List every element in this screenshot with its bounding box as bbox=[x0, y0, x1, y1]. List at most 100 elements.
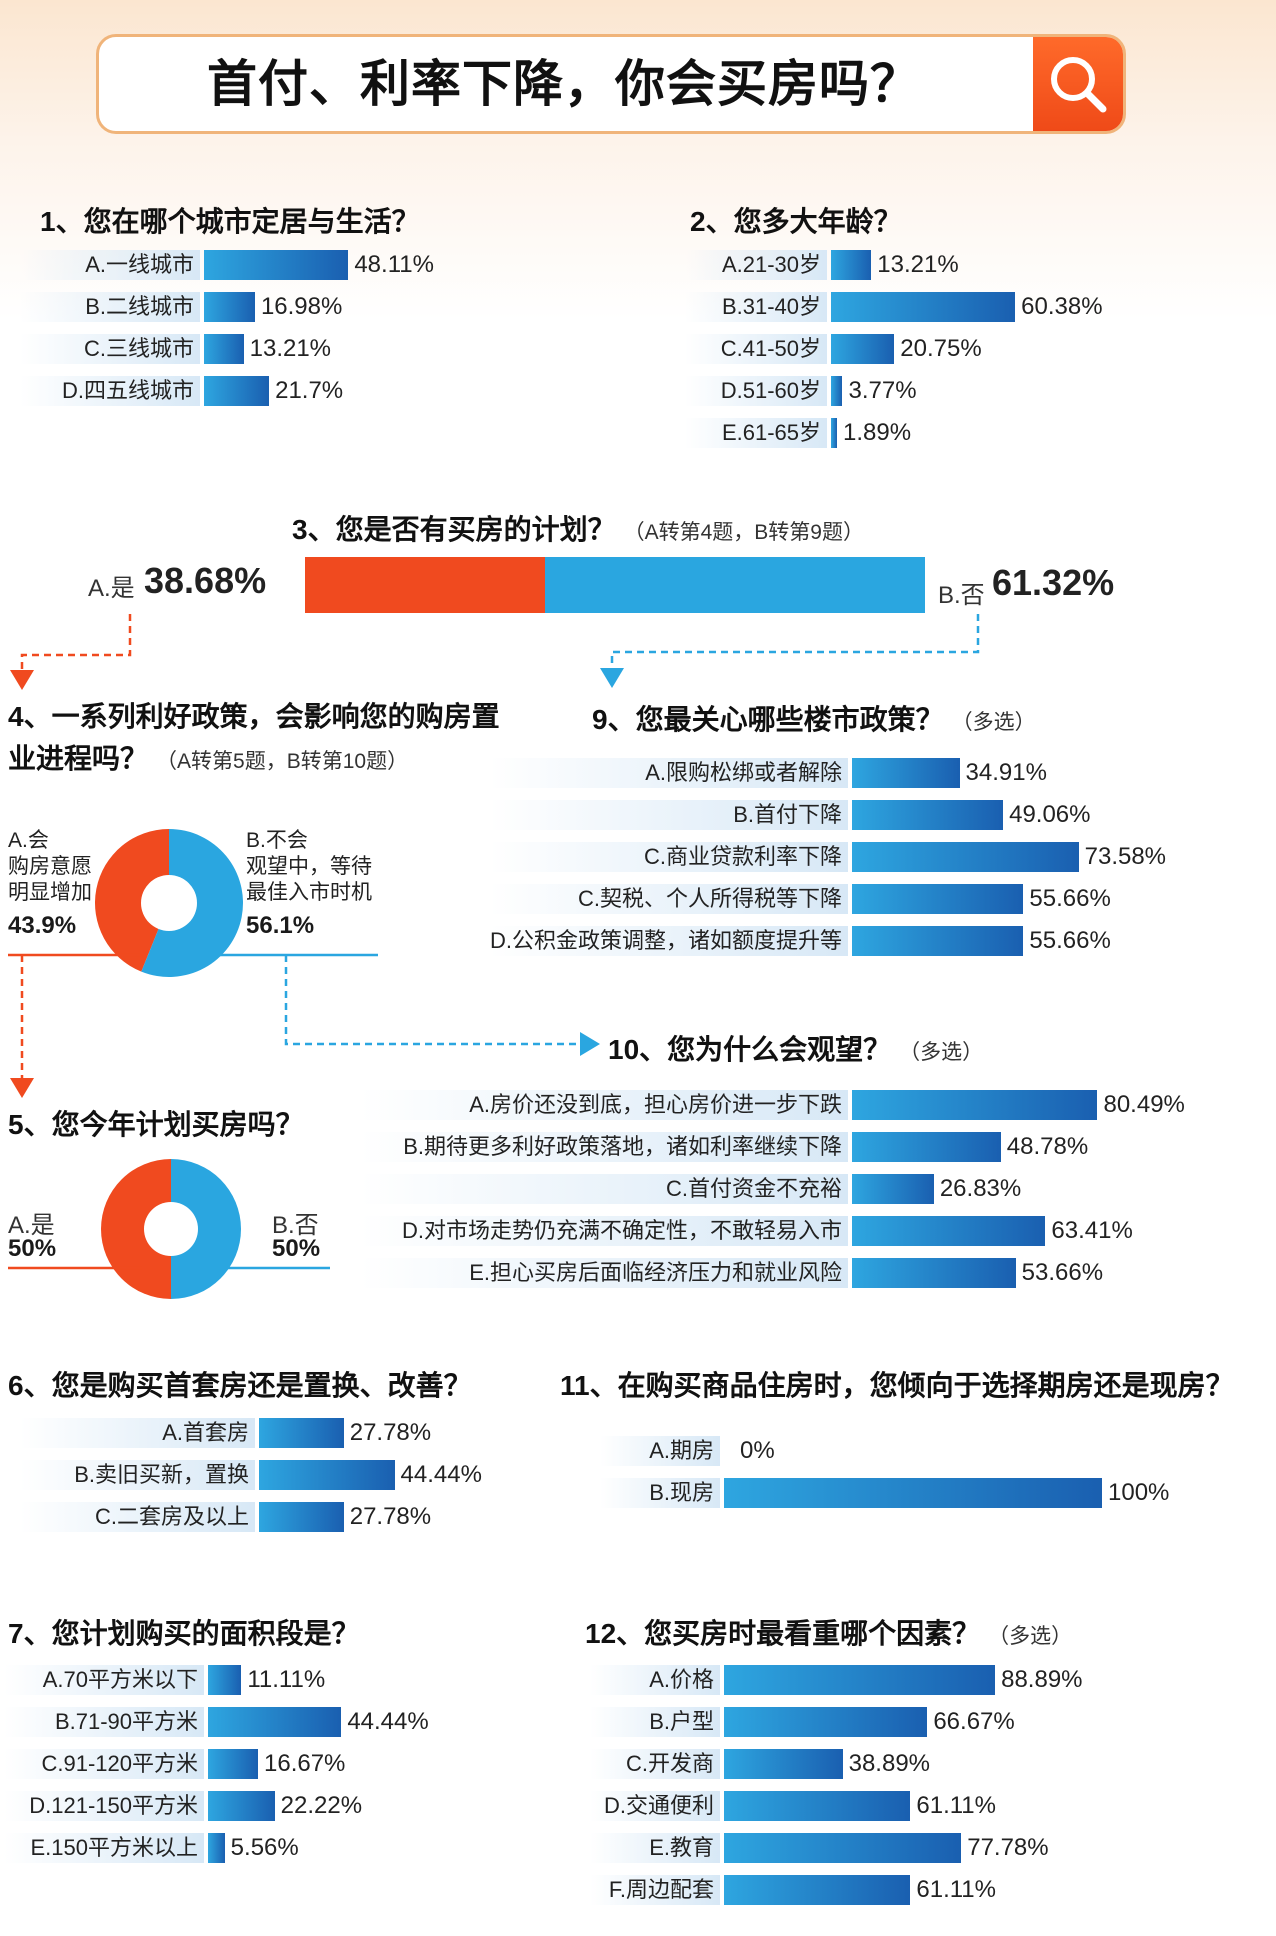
search-button[interactable] bbox=[1033, 37, 1123, 131]
q3-segment-a bbox=[305, 557, 545, 613]
q6-category-label: B.卖旧买新，置换 bbox=[20, 1460, 255, 1490]
q7-value-label: 44.44% bbox=[347, 1708, 429, 1735]
q4-b-text: B.不会 观望中，等待 最佳入市时机 bbox=[246, 829, 372, 904]
q3-title: 3、您是否有买房的计划？ （A转第4题，B转第9题） bbox=[292, 508, 864, 548]
q12-category-label: A.价格 bbox=[590, 1665, 720, 1695]
q11-category-label: B.现房 bbox=[600, 1478, 720, 1508]
q9-category-label: D.公积金政策调整，诸如额度提升等 bbox=[490, 926, 848, 956]
q3-b-label: B.否 bbox=[938, 582, 985, 609]
q12-bar bbox=[724, 1833, 962, 1863]
q9-value-label: 34.91% bbox=[965, 759, 1047, 786]
q4-b-value: 56.1% bbox=[246, 912, 315, 939]
q10-category-label: B.期待更多利好政策落地，诸如利率继续下降 bbox=[360, 1132, 848, 1162]
q2-category-label: C.41-50岁 bbox=[685, 334, 827, 364]
q9-bar bbox=[852, 926, 1024, 956]
q10-category-label: A.房价还没到底，担心房价进一步下跌 bbox=[360, 1090, 848, 1120]
q7-value-label: 22.22% bbox=[280, 1792, 363, 1819]
q9-bar bbox=[852, 842, 1079, 872]
q1-bar bbox=[204, 250, 349, 280]
q2-category-label: D.51-60岁 bbox=[685, 376, 827, 406]
q10-category-label: D.对市场走势仍充满不确定性，不敢轻易入市 bbox=[360, 1216, 848, 1246]
q7-category-label: B.71-90平方米 bbox=[4, 1707, 204, 1737]
q12-value-label: 88.89% bbox=[1001, 1666, 1083, 1693]
q4-a-value: 43.9% bbox=[8, 912, 77, 939]
q6-bar bbox=[259, 1502, 344, 1532]
q10-bar bbox=[852, 1216, 1046, 1246]
q2-value-label: 1.89% bbox=[843, 419, 912, 446]
q1-value-label: 48.11% bbox=[354, 251, 434, 278]
q1-value-label: 16.98% bbox=[260, 293, 343, 320]
q3-title-text: 3、您是否有买房的计划？ bbox=[292, 514, 616, 545]
q7-category-label: D.121-150平方米 bbox=[4, 1791, 204, 1821]
q5-b-value: 50% bbox=[272, 1235, 321, 1262]
q11-value-label: 100% bbox=[1108, 1479, 1170, 1506]
q10-bar bbox=[852, 1258, 1016, 1288]
q9-value-label: 73.58% bbox=[1084, 843, 1167, 870]
page-title: 首付、利率下降，你会买房吗？ bbox=[207, 54, 921, 113]
q6-bar bbox=[259, 1460, 395, 1490]
q3-note: （A转第4题，B转第9题） bbox=[623, 521, 864, 544]
q3-stacked-bar bbox=[305, 557, 925, 613]
q12-title: 12、您买房时最看重哪个因素？ （多选） bbox=[585, 1612, 1072, 1652]
q10-category-label: C.首付资金不充裕 bbox=[360, 1174, 848, 1204]
q3-to-q9-connector bbox=[610, 614, 980, 668]
q4-title-text: 4、一系列利好政策，会影响您的购房置业进程吗？ bbox=[8, 701, 500, 774]
q10-title: 10、您为什么会观望？ （多选） bbox=[608, 1028, 983, 1068]
q2-title: 2、您多大年龄？ bbox=[690, 200, 902, 240]
q1-bar bbox=[204, 334, 244, 364]
q1-bar bbox=[204, 376, 270, 406]
q12-value-label: 61.11% bbox=[916, 1792, 996, 1819]
q3-a-value: 38.68% bbox=[144, 560, 267, 601]
q11-category-label: A.期房 bbox=[600, 1436, 720, 1466]
q10-value-label: 80.49% bbox=[1103, 1091, 1185, 1118]
q7-bar bbox=[208, 1707, 342, 1737]
q2-category-label: B.31-40岁 bbox=[685, 292, 827, 322]
q4-to-q10-arrow bbox=[580, 1032, 600, 1056]
q12-bar bbox=[724, 1875, 911, 1905]
q9-category-label: C.商业贷款利率下降 bbox=[490, 842, 848, 872]
q12-category-label: C.开发商 bbox=[590, 1749, 720, 1779]
q1-category-label: B.二线城市 bbox=[20, 292, 200, 322]
q3-segment-b bbox=[544, 557, 925, 613]
q4-donut-hole bbox=[141, 875, 197, 931]
q2-category-label: E.61-65岁 bbox=[685, 418, 827, 448]
q7-value-label: 16.67% bbox=[264, 1750, 346, 1777]
q10-value-label: 26.83% bbox=[939, 1175, 1022, 1202]
q12-bar bbox=[724, 1707, 928, 1737]
q7-bar bbox=[208, 1791, 275, 1821]
q4-title: 4、一系列利好政策，会影响您的购房置业进程吗？ （A转第5题，B转第10题） bbox=[8, 696, 508, 783]
q1-category-label: A.一线城市 bbox=[20, 250, 200, 280]
q9-bar bbox=[852, 758, 960, 788]
q7-bar bbox=[208, 1749, 258, 1779]
q1-title-text: 1、您在哪个城市定居与生活？ bbox=[40, 206, 420, 237]
q2-value-label: 3.77% bbox=[848, 377, 917, 404]
q4-slice-a bbox=[95, 829, 169, 972]
q7-value-label: 5.56% bbox=[230, 1834, 299, 1861]
q10-category-label: E.担心买房后面临经济压力和就业风险 bbox=[360, 1258, 848, 1288]
q5-donut-hole bbox=[144, 1202, 198, 1256]
q12-value-label: 61.11% bbox=[916, 1876, 996, 1903]
q10-bar bbox=[852, 1174, 934, 1204]
q1-category-label: D.四五线城市 bbox=[20, 376, 200, 406]
q3-b-value: 61.32% bbox=[992, 562, 1115, 603]
q7-title-text: 7、您计划购买的面积段是？ bbox=[8, 1618, 360, 1649]
q9-bar bbox=[852, 884, 1024, 914]
q12-note: （多选） bbox=[988, 1625, 1073, 1648]
q10-value-label: 63.41% bbox=[1051, 1217, 1133, 1244]
q6-title: 6、您是购买首套房还是置换、改善？ bbox=[8, 1364, 472, 1404]
q9-category-label: B.首付下降 bbox=[490, 800, 848, 830]
search-icon bbox=[1051, 57, 1107, 113]
q10-bar bbox=[852, 1090, 1098, 1120]
q6-category-label: C.二套房及以上 bbox=[20, 1502, 255, 1532]
q10-bar bbox=[852, 1132, 1001, 1162]
q1-title: 1、您在哪个城市定居与生活？ bbox=[40, 200, 420, 240]
q9-title: 9、您最关心哪些楼市政策？ （多选） bbox=[592, 698, 1036, 738]
q10-note: （多选） bbox=[899, 1041, 984, 1064]
q2-value-label: 60.38% bbox=[1021, 293, 1103, 320]
q9-category-label: C.契税、个人所得税等下降 bbox=[490, 884, 848, 914]
q2-category-label: A.21-30岁 bbox=[685, 250, 827, 280]
q1-category-label: C.三线城市 bbox=[20, 334, 200, 364]
header-box: 首付、利率下降，你会买房吗？ bbox=[96, 34, 1126, 134]
q5-a-label: A.是 bbox=[8, 1212, 55, 1239]
